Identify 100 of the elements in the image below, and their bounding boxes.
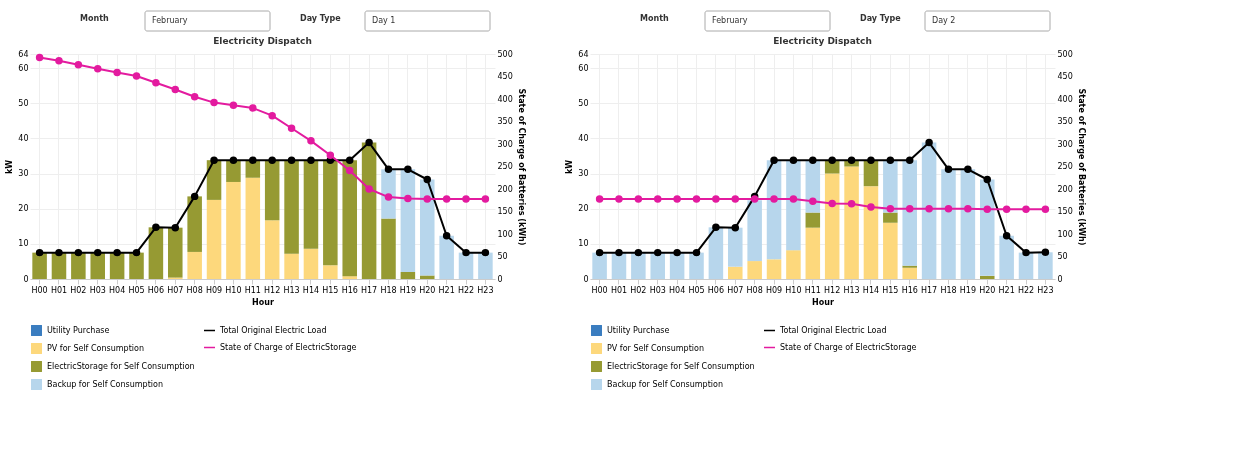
x-tick-label: H00 [591,285,608,295]
x-tick-label: H23 [1037,285,1054,295]
x-tick-label: H15 [882,285,899,295]
x-tick-label: H03 [649,285,666,295]
x-tick-label: H03 [89,285,106,295]
legend-label: Backup for Self Consumption [607,379,723,389]
y-tick-label: 50 [18,98,29,108]
y2-tick-label: 500 [497,49,513,59]
y2-tick-label: 450 [497,72,513,81]
y2-tick-label: 0 [1057,274,1063,284]
x-tick-label: H07 [167,285,184,295]
y-tick-label: 60 [578,63,589,73]
y2-tick-label: 450 [1057,72,1073,81]
x-tick-label: H04 [109,285,126,295]
x-tick-label: H22 [1017,285,1035,295]
y2-tick-label: 200 [1057,184,1073,194]
text: Month [80,14,109,23]
x-tick-label: H02 [630,285,647,295]
x-tick-label: H18 [940,285,957,295]
y-tick-label: 40 [18,133,29,143]
x-axis-title: Hour [812,297,834,307]
x-tick-label: H17 [921,285,938,295]
x-tick-label: H01 [50,285,68,295]
x-tick-label: H08 [746,285,763,295]
legend-label: Utility Purchase [607,325,670,335]
y-axis-title: kW [5,159,15,175]
y2-tick-label: 400 [1057,94,1073,104]
y2-axis-title: State of Charge of Batteries (kWh) [1076,88,1086,246]
x-tick-label: H11 [804,285,821,295]
y-tick-label: 10 [578,239,589,249]
y2-tick-label: 100 [1057,229,1073,239]
legend-label: Backup for Self Consumption [47,379,163,389]
legend-label: ElectricStorage for Self Consumption [47,361,195,371]
x-axis-title: Hour [252,297,274,307]
x-tick-label: H09 [765,285,783,295]
x-tick-label: H02 [70,285,87,295]
legend-label: ElectricStorage for Self Consumption [607,361,755,371]
y2-axis-title: State of Charge of Batteries (kWh) [516,88,526,246]
y2-tick-label: 250 [497,162,513,171]
text: Month [640,14,669,23]
y-tick-label: 30 [18,169,29,179]
x-tick-label: H12 [264,285,281,295]
legend-label: Total Original Electric Load [219,325,327,335]
x-tick-label: H11 [244,285,261,295]
chart-title: Electricity Dispatch [213,36,312,46]
x-tick-label: H08 [186,285,203,295]
text: Day Type [860,14,902,23]
y2-tick-label: 50 [1057,252,1068,261]
x-tick-label: H20 [419,285,436,295]
y2-tick-label: 50 [497,252,508,261]
y2-tick-label: 350 [1057,117,1073,126]
y2-tick-label: 100 [497,229,513,239]
x-tick-label: H20 [979,285,996,295]
x-tick-label: H12 [824,285,841,295]
y2-tick-label: 500 [1057,49,1073,59]
x-tick-label: H15 [322,285,339,295]
x-tick-label: H18 [380,285,397,295]
y-tick-label: 0 [583,274,589,284]
x-tick-label: H06 [707,285,724,295]
x-tick-label: H05 [128,285,145,295]
legend-label: PV for Self Consumption [47,343,144,353]
legend-label: Total Original Electric Load [779,325,887,335]
x-tick-label: H19 [959,285,976,295]
x-tick-label: H09 [205,285,223,295]
x-tick-label: H07 [727,285,744,295]
x-tick-label: H00 [31,285,48,295]
x-tick-label: H22 [457,285,475,295]
y-tick-label: 64 [578,49,589,59]
text: Day 1 [372,16,396,25]
y-tick-label: 64 [18,49,29,59]
y-tick-label: 20 [578,204,589,214]
x-tick-label: H16 [341,285,358,295]
y2-tick-label: 300 [1057,139,1073,149]
x-tick-label: H21 [998,285,1015,295]
x-tick-label: H01 [610,285,628,295]
legend-label: Utility Purchase [47,325,110,335]
text: Day 2 [932,16,956,25]
y2-tick-label: 350 [497,117,513,126]
x-tick-label: H17 [361,285,378,295]
x-tick-label: H21 [438,285,455,295]
chart-title: Electricity Dispatch [773,36,872,46]
y2-tick-label: 0 [497,274,503,284]
y2-tick-label: 150 [497,207,513,216]
y-tick-label: 10 [18,239,29,249]
text: Day Type [300,14,342,23]
legend-label: PV for Self Consumption [607,343,704,353]
text: February [712,16,748,25]
legend-label: State of Charge of ElectricStorage [220,342,357,352]
y-tick-label: 0 [23,274,29,284]
text: February [152,16,188,25]
y-tick-label: 40 [578,133,589,143]
y2-tick-label: 200 [497,184,513,194]
x-tick-label: H06 [147,285,164,295]
y2-tick-label: 150 [1057,207,1073,216]
x-tick-label: H13 [283,285,300,295]
y-axis-title: kW [565,159,575,175]
x-tick-label: H10 [785,285,802,295]
y-tick-label: 50 [578,98,589,108]
y-tick-label: 60 [18,63,29,73]
x-tick-label: H10 [225,285,242,295]
